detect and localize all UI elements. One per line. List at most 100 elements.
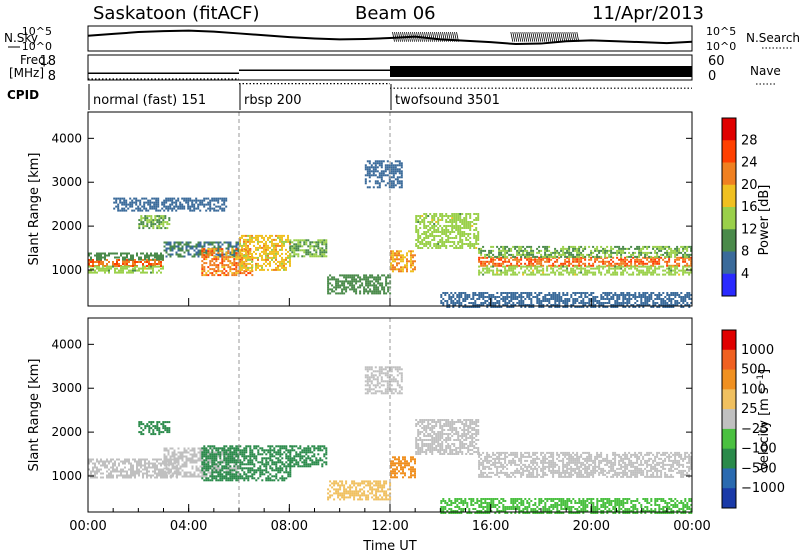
echo-cell [447, 231, 450, 233]
echo-cell [616, 294, 619, 296]
echo-cell [652, 264, 655, 267]
echo-cell [506, 273, 509, 276]
echo-cell [203, 475, 206, 478]
echo-cell [98, 267, 100, 270]
echo-cell [658, 260, 661, 263]
echo-cell [478, 247, 481, 250]
echo-cell [162, 470, 164, 473]
echo-cell [656, 260, 659, 263]
echo-cell [455, 247, 458, 249]
echo-cell [408, 260, 410, 263]
echo-cell [534, 258, 537, 261]
echo-cell [610, 245, 613, 248]
echo-cell [136, 265, 138, 268]
echo-cell [239, 238, 241, 241]
echo-cell [249, 272, 252, 275]
echo-cell [442, 298, 445, 300]
echo-cell [199, 447, 202, 450]
echo-cell [618, 258, 621, 261]
echo-cell [672, 294, 675, 296]
echo-cell [243, 248, 246, 251]
echo-cell [463, 223, 466, 225]
echo-cell [522, 292, 525, 294]
echo-cell [148, 263, 150, 265]
echo-cell [293, 251, 296, 254]
echo-cell [257, 264, 259, 267]
echo-cell [465, 215, 468, 217]
echo-cell [123, 199, 126, 202]
echo-cell [351, 288, 354, 291]
echo-cell [582, 302, 585, 304]
echo-cell [548, 302, 551, 304]
echo-cell [560, 273, 563, 276]
echo-cell [117, 197, 120, 200]
echo-cell [596, 300, 599, 302]
echo-cell [219, 453, 222, 456]
echo-cell [620, 265, 623, 268]
echo-cell [514, 292, 517, 294]
echo-cell [628, 264, 631, 267]
echo-cell [319, 251, 322, 254]
echo-cell [247, 256, 249, 259]
echo-cell [140, 219, 143, 222]
echo-cell [269, 252, 271, 255]
echo-cell [209, 254, 212, 257]
nsearch-stroke [446, 31, 449, 42]
echo-cell [415, 243, 418, 245]
echo-cell [319, 247, 322, 250]
echo-cell [674, 253, 677, 256]
echo-cell [146, 470, 148, 473]
echo-cell [135, 207, 138, 210]
echo-cell [425, 245, 428, 247]
echo-cell [140, 458, 142, 461]
echo-cell [229, 243, 232, 246]
echo-cell [463, 227, 466, 229]
echo-cell [415, 225, 418, 227]
echo-cell [394, 166, 397, 169]
echo-cell [104, 460, 106, 463]
echo-cell [181, 207, 184, 210]
echo-cell [373, 292, 376, 295]
echo-cell [207, 274, 210, 277]
echo-cell [423, 221, 426, 223]
echo-cell [564, 304, 567, 306]
echo-cell [327, 284, 330, 287]
echo-cell [542, 304, 545, 306]
echo-cell [610, 251, 613, 254]
echo-cell [164, 421, 167, 424]
echo-cell [398, 254, 400, 257]
echo-cell [146, 215, 149, 218]
echo-cell [209, 201, 212, 204]
echo-cell [227, 264, 230, 267]
echo-cell [154, 219, 157, 222]
echo-cell [173, 201, 176, 204]
echo-cell [429, 221, 432, 223]
echo-cell [674, 294, 677, 296]
echo-cell [572, 273, 575, 276]
echo-cell [279, 254, 281, 257]
echo-cell [676, 247, 679, 250]
echo-cell [392, 186, 395, 189]
nsearch-stroke [444, 31, 447, 42]
echo-cell [130, 472, 132, 475]
echo-cell [90, 460, 92, 463]
echo-cell [225, 465, 228, 468]
echo-cell [614, 302, 617, 304]
echo-cell [92, 263, 94, 265]
echo-cell [217, 241, 220, 244]
echo-cell [478, 304, 481, 306]
echo-cell [670, 306, 673, 308]
nsearch-stroke [456, 31, 459, 42]
echo-cell [556, 304, 559, 306]
echo-cell [392, 264, 394, 267]
echo-cell [152, 429, 155, 432]
echo-cell [96, 261, 98, 263]
echo-cell [223, 207, 226, 210]
echo-cell [368, 180, 371, 183]
echo-cell [162, 219, 165, 222]
echo-cell [512, 253, 515, 256]
echo-cell [163, 449, 166, 452]
echo-cell [121, 207, 124, 210]
echo-cell [455, 217, 458, 219]
nsearch-stroke [418, 31, 421, 42]
